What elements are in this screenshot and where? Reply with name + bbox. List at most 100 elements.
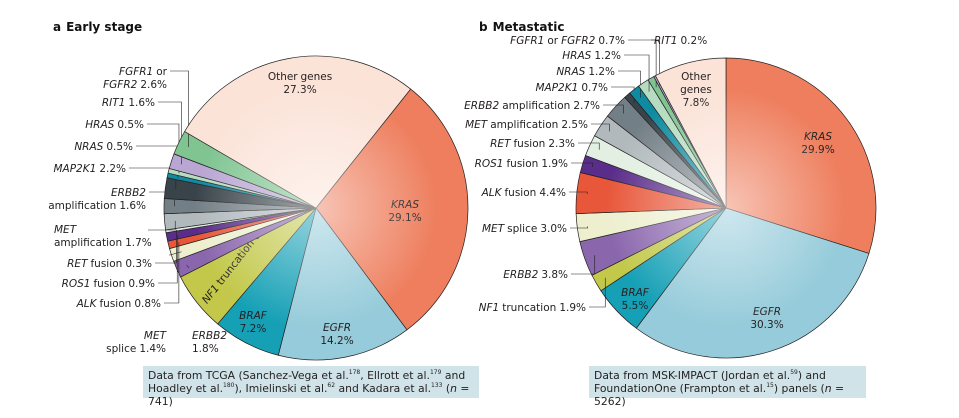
footnote-text: = 5262) bbox=[594, 382, 845, 408]
leader-line bbox=[169, 251, 182, 256]
slice-label: MET amplification 2.5% bbox=[465, 119, 610, 132]
leader-line bbox=[186, 264, 190, 269]
slice-label: RIT1 1.6% bbox=[102, 97, 182, 165]
slice-label: FGFR1 or FGFR2 2.6% bbox=[103, 66, 189, 148]
slice-label: ERBB2 1.8% bbox=[186, 264, 227, 355]
slice-label: ERBB2 amplification 1.6% bbox=[48, 187, 175, 212]
footnote-text: n bbox=[824, 382, 832, 395]
footnote-text: ) and bbox=[797, 369, 826, 382]
panel-b-title: b Metastatic bbox=[479, 20, 564, 34]
slice-label: MET splice 3.0% bbox=[482, 223, 589, 235]
leader-line bbox=[570, 226, 589, 229]
slice-label: HRAS 0.5% bbox=[85, 119, 180, 174]
footnote-text: and Kadara et al. bbox=[335, 382, 432, 395]
slice-label: FGFR1 or FGFR2 0.7% bbox=[510, 35, 657, 88]
slice-label: NF1 truncation 1.9% bbox=[479, 277, 606, 314]
leader-line bbox=[569, 191, 588, 194]
footnote-text: 15 bbox=[766, 382, 774, 389]
slice-label: EGFR 30.3% bbox=[750, 306, 783, 331]
footnote-text: = 741) bbox=[148, 382, 470, 408]
slice-label: MAP2K1 2.2% bbox=[53, 163, 177, 190]
footnote-text: ) panels ( bbox=[773, 382, 825, 395]
footnote-text: FoundationOne (Frampton et al. bbox=[594, 382, 767, 395]
footnote-text: , Ellrott et al. bbox=[360, 369, 430, 382]
leader-line bbox=[155, 229, 177, 264]
slice-label: RET fusion 2.3% bbox=[490, 138, 600, 150]
slice-label: ERBB2 amplification 2.7% bbox=[464, 100, 624, 114]
footnote-text: Data from MSK-IMPACT (Jordan et al. bbox=[594, 369, 791, 382]
leader-line bbox=[164, 242, 180, 304]
footnote-text: 59 bbox=[790, 369, 798, 376]
slice-label: MET splice 1.4% bbox=[106, 251, 182, 355]
slice-label: MET amplification 1.7% bbox=[54, 220, 176, 249]
footnote-text: ( bbox=[442, 382, 451, 395]
slice-label: KRAS 29.9% bbox=[801, 131, 834, 156]
leader-line bbox=[589, 277, 606, 308]
leader-line bbox=[170, 70, 189, 148]
footnote-text: n bbox=[450, 382, 457, 395]
footnote-text: 178 bbox=[348, 369, 361, 376]
leader-line bbox=[158, 234, 178, 284]
footnote-text: 179 bbox=[429, 369, 442, 376]
slice-label: Other genes 7.8% bbox=[680, 71, 712, 109]
footnote-a: Data from TCGA (Sanchez-Vega et al.178, … bbox=[143, 366, 479, 408]
leader-line bbox=[571, 162, 593, 167]
slice-label: ALK fusion 4.4% bbox=[481, 187, 588, 199]
footnote-text: 62 bbox=[327, 382, 336, 389]
slice-label: ROS1 fusion 0.9% bbox=[62, 234, 178, 290]
slice-label: ROS1 fusion 1.9% bbox=[475, 158, 593, 170]
leader-line bbox=[148, 220, 176, 231]
leader-line bbox=[651, 39, 660, 86]
slice-label: KRAS 29.1% bbox=[388, 199, 421, 224]
pie-a: KRAS29.1%EGFR14.2%BRAF7.2%NF1truncation6… bbox=[48, 55, 469, 361]
pie-b: KRAS 29.9% EGFR 30.3% BRAF 5.5% NF1 truncation 1… bbox=[464, 35, 877, 359]
slice-label: BRAF 7.2% bbox=[239, 310, 268, 335]
slice-label: ERBB2 3.8% bbox=[503, 255, 596, 281]
footnote-text: and bbox=[441, 369, 466, 382]
footnote-text: 133 bbox=[431, 382, 443, 389]
slice-label: RET fusion 0.3% bbox=[67, 229, 177, 270]
footnote-text: Data from TCGA (Sanchez-Vega et al. bbox=[148, 369, 349, 382]
footnote-b: Data from MSK-IMPACT (Jordan et al.59) a… bbox=[589, 366, 866, 408]
panel-a-title: a Early stage bbox=[53, 20, 142, 34]
leader-line bbox=[571, 255, 596, 275]
footnote-text: Hoadley et al. bbox=[148, 382, 224, 395]
slice-label: RIT1 0.2% bbox=[651, 35, 707, 86]
slice-label: EGFR 14.2% bbox=[320, 322, 353, 347]
slice-label: HRAS 1.2% bbox=[562, 50, 650, 92]
slice-label: MAP2K1 0.7% bbox=[535, 82, 635, 104]
leader-line bbox=[578, 142, 600, 150]
